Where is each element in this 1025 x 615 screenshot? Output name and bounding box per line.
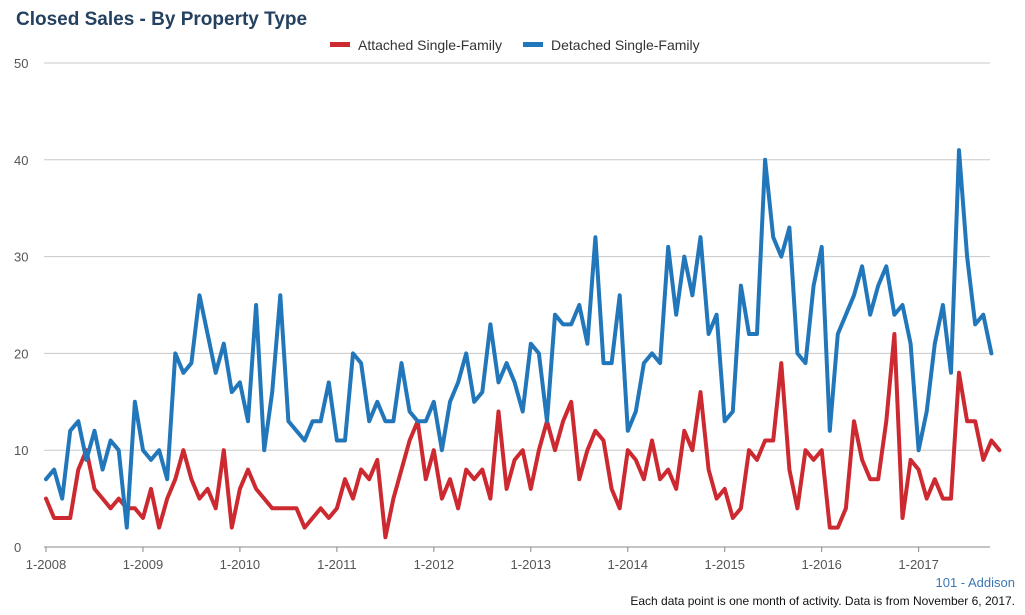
- series-lines: [44, 148, 1002, 540]
- x-tick-label: 1-2009: [123, 557, 163, 572]
- legend: Attached Single-Family Detached Single-Fa…: [330, 37, 700, 53]
- x-tick-label: 1-2013: [511, 557, 551, 572]
- footnote: Each data point is one month of activity…: [630, 594, 1015, 608]
- x-tick-label: 1-2014: [608, 557, 648, 572]
- y-tick-label: 20: [14, 346, 28, 361]
- legend-swatch: [523, 42, 543, 47]
- grid-lines: [44, 62, 990, 548]
- y-tick-label: 10: [14, 443, 28, 458]
- y-tick-label: 0: [14, 540, 21, 555]
- region-label: 101 - Addison: [935, 575, 1015, 590]
- x-tick-label: 1-2010: [220, 557, 260, 572]
- legend-label: Detached Single-Family: [551, 37, 700, 53]
- x-tick-label: 1-2012: [414, 557, 454, 572]
- x-tick-label: 1-2015: [704, 557, 744, 572]
- y-tick-label: 40: [14, 153, 28, 168]
- x-tick-label: 1-2016: [801, 557, 841, 572]
- x-tick-label: 1-2017: [898, 557, 938, 572]
- y-axis-ticks: 0 10 20 30 40 50: [14, 56, 28, 555]
- y-tick-label: 50: [14, 56, 28, 71]
- x-tick-label: 1-2008: [26, 557, 66, 572]
- x-axis-ticks: 1-2008 1-2009 1-2010 1-2011 1-2012 1-2013 1-20…: [26, 547, 939, 572]
- y-tick-label: 30: [14, 250, 28, 265]
- chart-title: Closed Sales - By Property Type: [16, 9, 308, 30]
- series-line-attached: [44, 332, 1002, 540]
- series-line-detached: [44, 148, 994, 530]
- x-tick-label: 1-2011: [317, 557, 357, 572]
- legend-label: Attached Single-Family: [358, 37, 502, 53]
- legend-swatch: [330, 42, 350, 47]
